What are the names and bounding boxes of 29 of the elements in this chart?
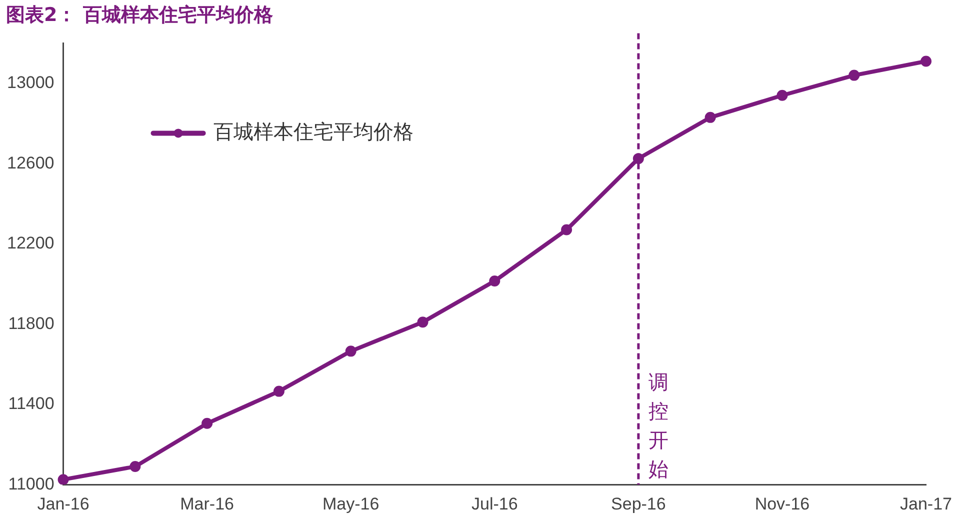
y-tick-label: 13000 [6,73,54,92]
y-tick-label: 12200 [6,234,54,253]
point [776,90,788,101]
point [58,474,69,485]
x-tick-label: Nov-16 [754,494,810,514]
point [920,56,932,67]
y-tick-label: 11000 [8,474,54,494]
ref-line-label: 调控开始 [648,370,668,481]
legend-label: 百城样本住宅平均价格 [213,119,414,144]
point [273,386,284,397]
point [704,112,716,123]
x-tick-label: Jan-16 [37,494,90,514]
point [130,461,141,472]
x-tick-label: Sep-16 [611,494,666,514]
point [202,418,213,429]
point [489,275,500,286]
x-tick-label: Jul-16 [471,494,518,514]
x-tick-label: May-16 [322,494,380,514]
y-tick-label: 11800 [8,314,54,333]
point [632,153,644,164]
y-tick-label: 12600 [6,153,54,172]
point [848,70,860,81]
point [561,224,572,236]
chart-title: 图表2： 百城样本住宅平均价格 [6,3,273,28]
point [345,346,356,357]
point [417,316,428,328]
x-tick-label: Jan-17 [900,494,952,514]
x-tick-label: Mar-16 [180,494,234,514]
y-tick-label: 11400 [8,394,54,414]
